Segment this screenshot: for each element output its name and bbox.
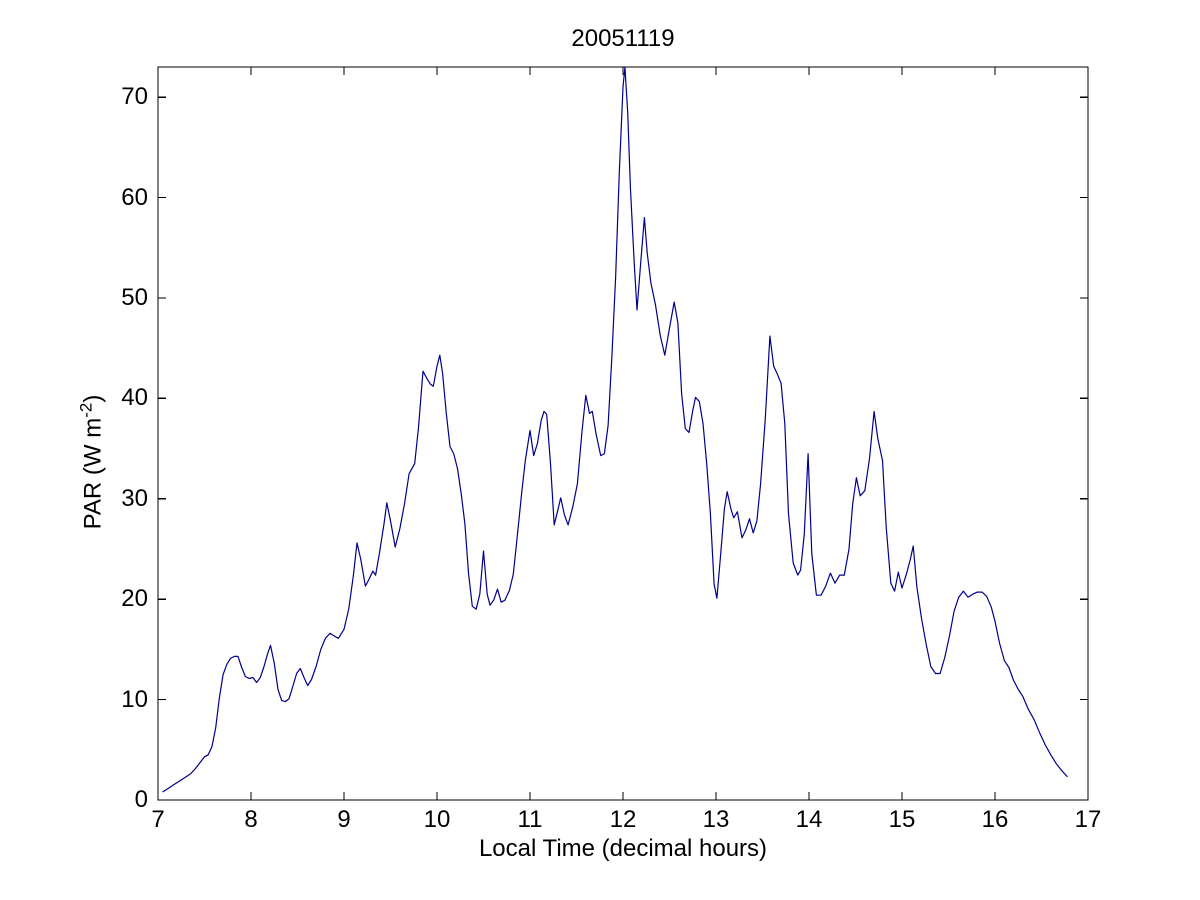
x-tick-label: 7 — [151, 806, 165, 833]
y-tick-label: 30 — [121, 484, 148, 512]
y-axis-label-text: PAR (W m — [79, 417, 107, 530]
x-tick-label: 17 — [1074, 806, 1102, 833]
x-tick-label: 9 — [337, 806, 351, 833]
plot-frame — [157, 66, 1089, 801]
x-tick-label: 16 — [981, 806, 1009, 833]
x-tick-label: 13 — [702, 806, 730, 833]
chart-title: 20051119 — [571, 25, 675, 52]
x-tick-label: 11 — [517, 806, 543, 833]
x-tick-label: 10 — [423, 806, 451, 833]
x-tick-label: 14 — [795, 806, 823, 833]
y-tick-label: 40 — [121, 384, 148, 412]
x-axis-label: Local Time (decimal hours) — [478, 835, 768, 862]
y-tick-label: 50 — [121, 283, 148, 311]
y-tick-label: 60 — [121, 183, 148, 211]
y-tick-label: 70 — [121, 83, 148, 111]
y-tick-label: 10 — [121, 685, 148, 713]
x-tick-label: 8 — [244, 806, 258, 833]
y-tick-label: 0 — [134, 786, 148, 813]
y-tick-label: 20 — [121, 585, 148, 613]
x-tick-label: 12 — [609, 806, 637, 833]
x-tick-label: 15 — [888, 806, 916, 833]
data-line — [162, 66, 1068, 793]
